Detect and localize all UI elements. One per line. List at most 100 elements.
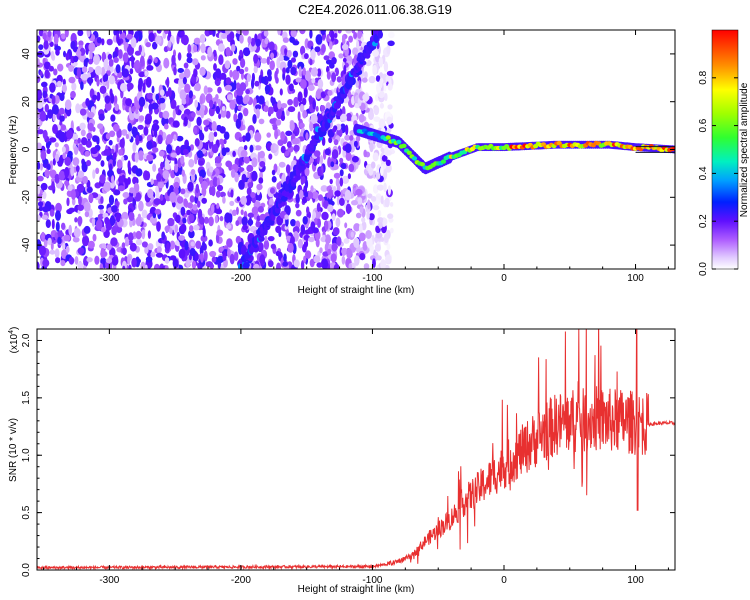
heatmap-noise-cell	[183, 62, 189, 69]
heatmap-noise-cell	[383, 61, 389, 72]
colorbar-tick-label: 0.6	[698, 118, 709, 132]
heatmap-noise-cell	[240, 209, 244, 216]
heatmap-noise-cell	[329, 178, 333, 185]
heatmap-noise-cell	[135, 134, 140, 146]
heatmap-noise-cell	[74, 256, 79, 265]
heatmap-noise-cell	[380, 237, 385, 242]
heatmap-noise-cell	[88, 58, 93, 65]
heatmap-noise-cell	[185, 94, 190, 104]
heatmap-noise-cell	[216, 184, 224, 192]
heatmap-noise-cell	[286, 50, 292, 58]
heatmap-noise-cell	[189, 144, 194, 151]
heatmap-noise-cell	[71, 82, 77, 91]
heatmap-noise-cell	[43, 47, 50, 55]
heatmap-noise-cell	[265, 89, 269, 95]
heatmap-noise-cell	[138, 115, 145, 122]
heatmap-noise-cell	[236, 94, 243, 105]
heatmap-noise-cell	[263, 30, 269, 37]
heatmap-noise-cell	[45, 219, 51, 229]
heatmap-noise-cell	[58, 107, 65, 115]
heatmap-noise-cell	[194, 99, 198, 108]
heatmap-noise-cell	[323, 200, 329, 209]
heatmap-noise-cell	[242, 224, 249, 231]
heatmap-noise-cell	[295, 202, 300, 209]
heatmap-noise-cell	[195, 183, 200, 194]
y-tick-label: 0.5	[21, 505, 32, 519]
heatmap-noise-cell	[182, 217, 187, 224]
heatmap-noise-cell	[236, 30, 244, 35]
heatmap-noise-cell	[208, 30, 213, 35]
heatmap-noise-cell	[271, 176, 277, 183]
heatmap-noise-cell	[159, 194, 164, 201]
heatmap-noise-cell	[123, 198, 128, 205]
heatmap-noise-cell	[152, 147, 159, 153]
heatmap-noise-cell	[370, 196, 377, 202]
heatmap-noise-cell	[38, 245, 47, 256]
heatmap-noise-cell	[319, 247, 323, 254]
heatmap-noise-cell	[372, 258, 376, 268]
heatmap-noise-cell	[144, 246, 149, 254]
colorbar-tick-label: 0.2	[698, 214, 709, 228]
heatmap-noise-cell	[166, 76, 170, 88]
heatmap-noise-cell	[266, 132, 272, 138]
x-tick-label: -200	[231, 575, 251, 586]
heatmap-noise-cell	[193, 224, 200, 231]
heatmap-noise-cell	[75, 50, 82, 57]
heatmap-noise-cell	[134, 60, 140, 70]
heatmap-noise-cell	[135, 108, 139, 115]
heatmap-noise-cell	[238, 167, 245, 173]
heatmap-noise-cell	[277, 100, 282, 110]
heatmap-noise-cell	[56, 80, 63, 88]
heatmap-noise-cell	[354, 255, 360, 266]
snr-series-line	[37, 329, 675, 570]
heatmap-noise-cell	[68, 64, 74, 72]
heatmap-noise-cell	[209, 99, 214, 109]
heatmap-noise-cell	[169, 227, 173, 235]
heatmap-noise-cell	[230, 44, 236, 52]
heatmap-noise-cell	[80, 81, 84, 91]
heatmap-noise-cell	[42, 191, 47, 200]
heatmap-noise-cell	[166, 134, 173, 145]
heatmap-noise-cell	[157, 181, 165, 189]
heatmap-noise-cell	[345, 124, 349, 136]
heatmap-noise-cell	[328, 137, 333, 144]
heatmap-noise-cell	[109, 215, 115, 227]
heatmap-noise-cell	[259, 150, 265, 159]
snr-y-label: SNR (10 * v/v)	[8, 418, 19, 482]
heatmap-noise-cell	[121, 211, 129, 221]
snr-panel: -300 -200 -100 0 100 0.0 0.5 1.0 1.5 2.0 Height …	[8, 327, 676, 595]
heatmap-noise-cell	[57, 230, 63, 240]
heatmap-noise-cell	[124, 239, 130, 247]
heatmap-noise-cell	[151, 123, 159, 132]
heatmap-noise-cell	[291, 138, 300, 145]
heatmap-noise-cell	[284, 48, 288, 56]
heatmap-noise-cell	[280, 114, 286, 121]
heatmap-noise-cell	[216, 202, 220, 210]
heatmap-noise-cell	[300, 79, 307, 89]
heatmap-noise-cell	[314, 46, 321, 53]
heatmap-streak-cell	[292, 177, 299, 183]
heatmap-noise-cell	[303, 255, 307, 264]
heatmap-noise-cell	[181, 169, 185, 177]
heatmap-noise-cell	[53, 68, 58, 76]
heatmap-noise-cell	[93, 54, 100, 65]
heatmap-noise-cell	[122, 192, 130, 198]
heatmap-noise-cell	[106, 38, 113, 46]
heatmap-noise-cell	[88, 122, 94, 132]
heatmap-noise-cell	[135, 230, 142, 240]
heatmap-noise-cell	[243, 156, 250, 164]
heatmap-noise-cell	[147, 188, 154, 199]
heatmap-noise-cell	[145, 42, 151, 48]
heatmap-noise-cell	[316, 68, 322, 77]
heatmap-noise-cell	[135, 238, 143, 246]
heatmap-noise-cell	[218, 54, 224, 65]
heatmap-noise-cell	[230, 168, 236, 178]
heatmap-noise-cell	[229, 253, 235, 265]
heatmap-noise-cell	[60, 260, 66, 267]
heatmap-noise-cell	[299, 189, 304, 200]
heatmap-noise-cell	[137, 124, 144, 130]
heatmap-noise-cell	[196, 150, 203, 159]
heatmap-noise-cell	[338, 53, 344, 59]
heatmap-noise-cell	[68, 224, 72, 236]
heatmap-noise-cell	[331, 72, 337, 83]
